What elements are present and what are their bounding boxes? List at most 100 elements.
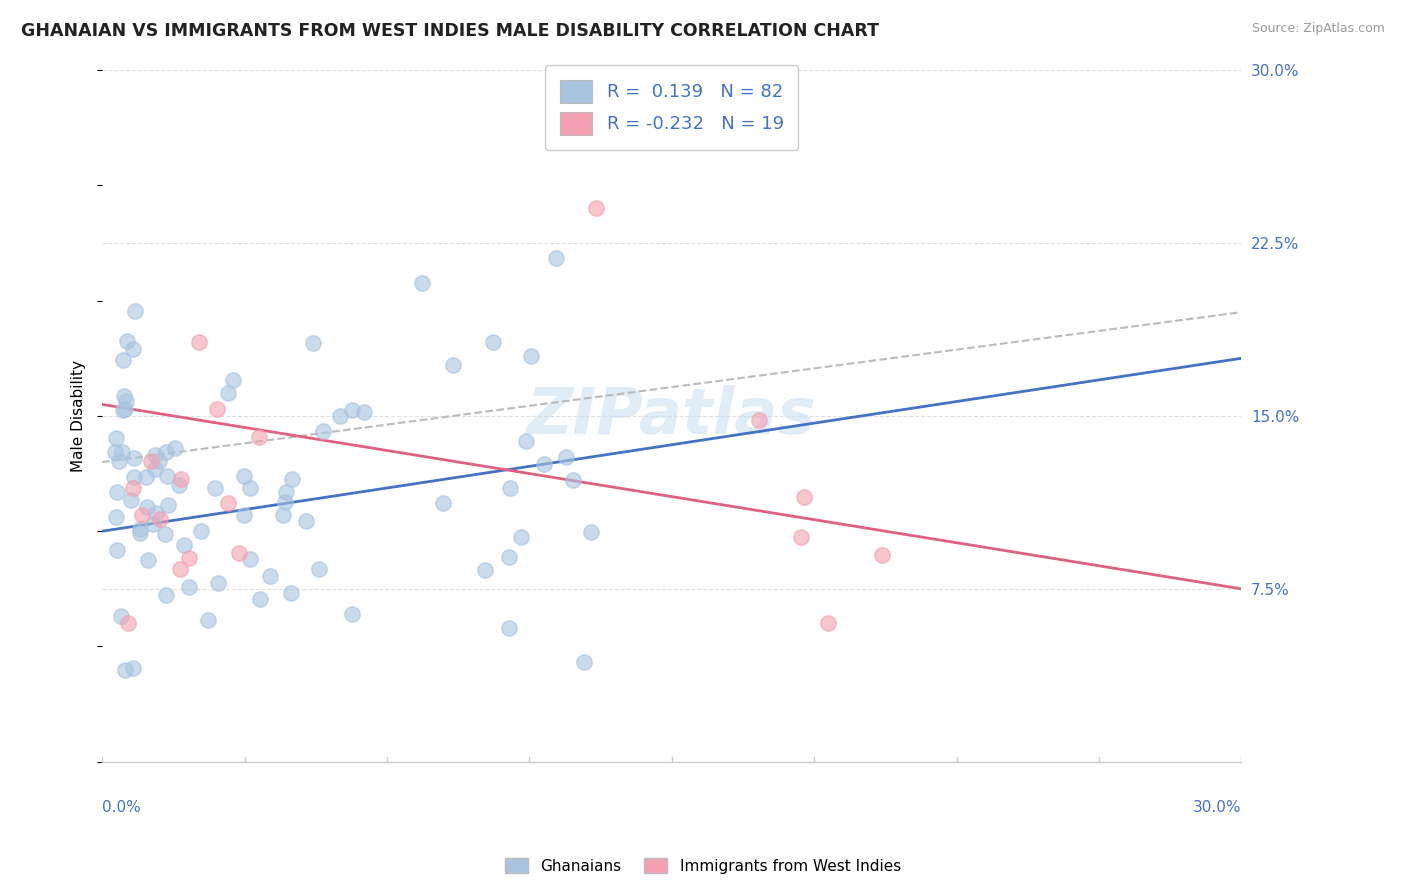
Point	[217, 385, 239, 400]
Point	[145, 462, 167, 476]
Point	[533, 457, 555, 471]
Point	[115, 393, 138, 408]
Point	[105, 431, 128, 445]
Point	[173, 538, 195, 552]
Point	[353, 405, 375, 419]
Point	[165, 441, 187, 455]
Point	[104, 509, 127, 524]
Point	[153, 527, 176, 541]
Point	[167, 477, 190, 491]
Point	[131, 508, 153, 523]
Point	[149, 512, 172, 526]
Point	[870, 548, 893, 562]
Point	[112, 353, 135, 368]
Point	[114, 663, 136, 677]
Point	[233, 508, 256, 522]
Point	[105, 484, 128, 499]
Point	[498, 550, 520, 565]
Point	[197, 613, 219, 627]
Point	[124, 450, 146, 465]
Point	[276, 485, 298, 500]
Point	[561, 473, 583, 487]
Point	[432, 496, 454, 510]
Point	[207, 576, 229, 591]
Point	[482, 335, 505, 350]
Point	[124, 304, 146, 318]
Point	[156, 499, 179, 513]
Point	[249, 591, 271, 606]
Point	[205, 402, 228, 417]
Point	[474, 563, 496, 577]
Point	[441, 358, 464, 372]
Text: GHANAIAN VS IMMIGRANTS FROM WEST INDIES MALE DISABILITY CORRELATION CHART: GHANAIAN VS IMMIGRANTS FROM WEST INDIES …	[21, 22, 879, 40]
Point	[817, 616, 839, 631]
Point	[122, 342, 145, 356]
Point	[122, 661, 145, 675]
Point	[555, 450, 578, 465]
Point	[169, 562, 191, 576]
Point	[177, 580, 200, 594]
Point	[790, 530, 813, 544]
Point	[329, 409, 352, 423]
Point	[342, 403, 364, 417]
Legend: R =  0.139   N = 82, R = -0.232   N = 19: R = 0.139 N = 82, R = -0.232 N = 19	[546, 65, 799, 150]
Point	[155, 589, 177, 603]
Point	[274, 495, 297, 509]
Point	[114, 402, 136, 417]
Point	[112, 403, 135, 417]
Point	[222, 373, 245, 387]
Point	[585, 202, 607, 216]
Y-axis label: Male Disability: Male Disability	[72, 359, 86, 472]
Point	[120, 493, 142, 508]
Point	[499, 481, 522, 495]
Point	[104, 444, 127, 458]
Point	[280, 472, 302, 486]
Point	[128, 525, 150, 540]
Text: ZIPatlas: ZIPatlas	[527, 385, 817, 447]
Point	[155, 444, 177, 458]
Point	[579, 524, 602, 539]
Point	[141, 454, 163, 468]
Point	[204, 482, 226, 496]
Point	[156, 469, 179, 483]
Point	[411, 276, 433, 290]
Point	[115, 334, 138, 348]
Text: 30.0%: 30.0%	[1192, 800, 1241, 814]
Point	[515, 434, 537, 449]
Point	[271, 508, 294, 523]
Point	[793, 491, 815, 505]
Point	[498, 621, 520, 635]
Point	[239, 552, 262, 566]
Point	[135, 500, 157, 514]
Point	[135, 469, 157, 483]
Legend: Ghanaians, Immigrants from West Indies: Ghanaians, Immigrants from West Indies	[499, 852, 907, 880]
Point	[129, 522, 152, 536]
Point	[308, 562, 330, 576]
Point	[170, 472, 193, 486]
Point	[280, 586, 302, 600]
Point	[136, 552, 159, 566]
Point	[239, 481, 262, 495]
Point	[111, 445, 134, 459]
Point	[748, 413, 770, 427]
Point	[145, 506, 167, 520]
Point	[148, 454, 170, 468]
Point	[302, 336, 325, 351]
Point	[228, 545, 250, 559]
Point	[509, 530, 531, 544]
Point	[312, 424, 335, 438]
Point	[110, 608, 132, 623]
Point	[247, 430, 270, 444]
Point	[520, 349, 543, 363]
Point	[574, 655, 596, 669]
Point	[117, 616, 139, 631]
Point	[108, 454, 131, 468]
Point	[188, 335, 211, 350]
Point	[294, 514, 316, 528]
Text: Source: ZipAtlas.com: Source: ZipAtlas.com	[1251, 22, 1385, 36]
Point	[177, 551, 200, 566]
Point	[217, 496, 239, 510]
Point	[143, 448, 166, 462]
Point	[122, 470, 145, 484]
Point	[107, 542, 129, 557]
